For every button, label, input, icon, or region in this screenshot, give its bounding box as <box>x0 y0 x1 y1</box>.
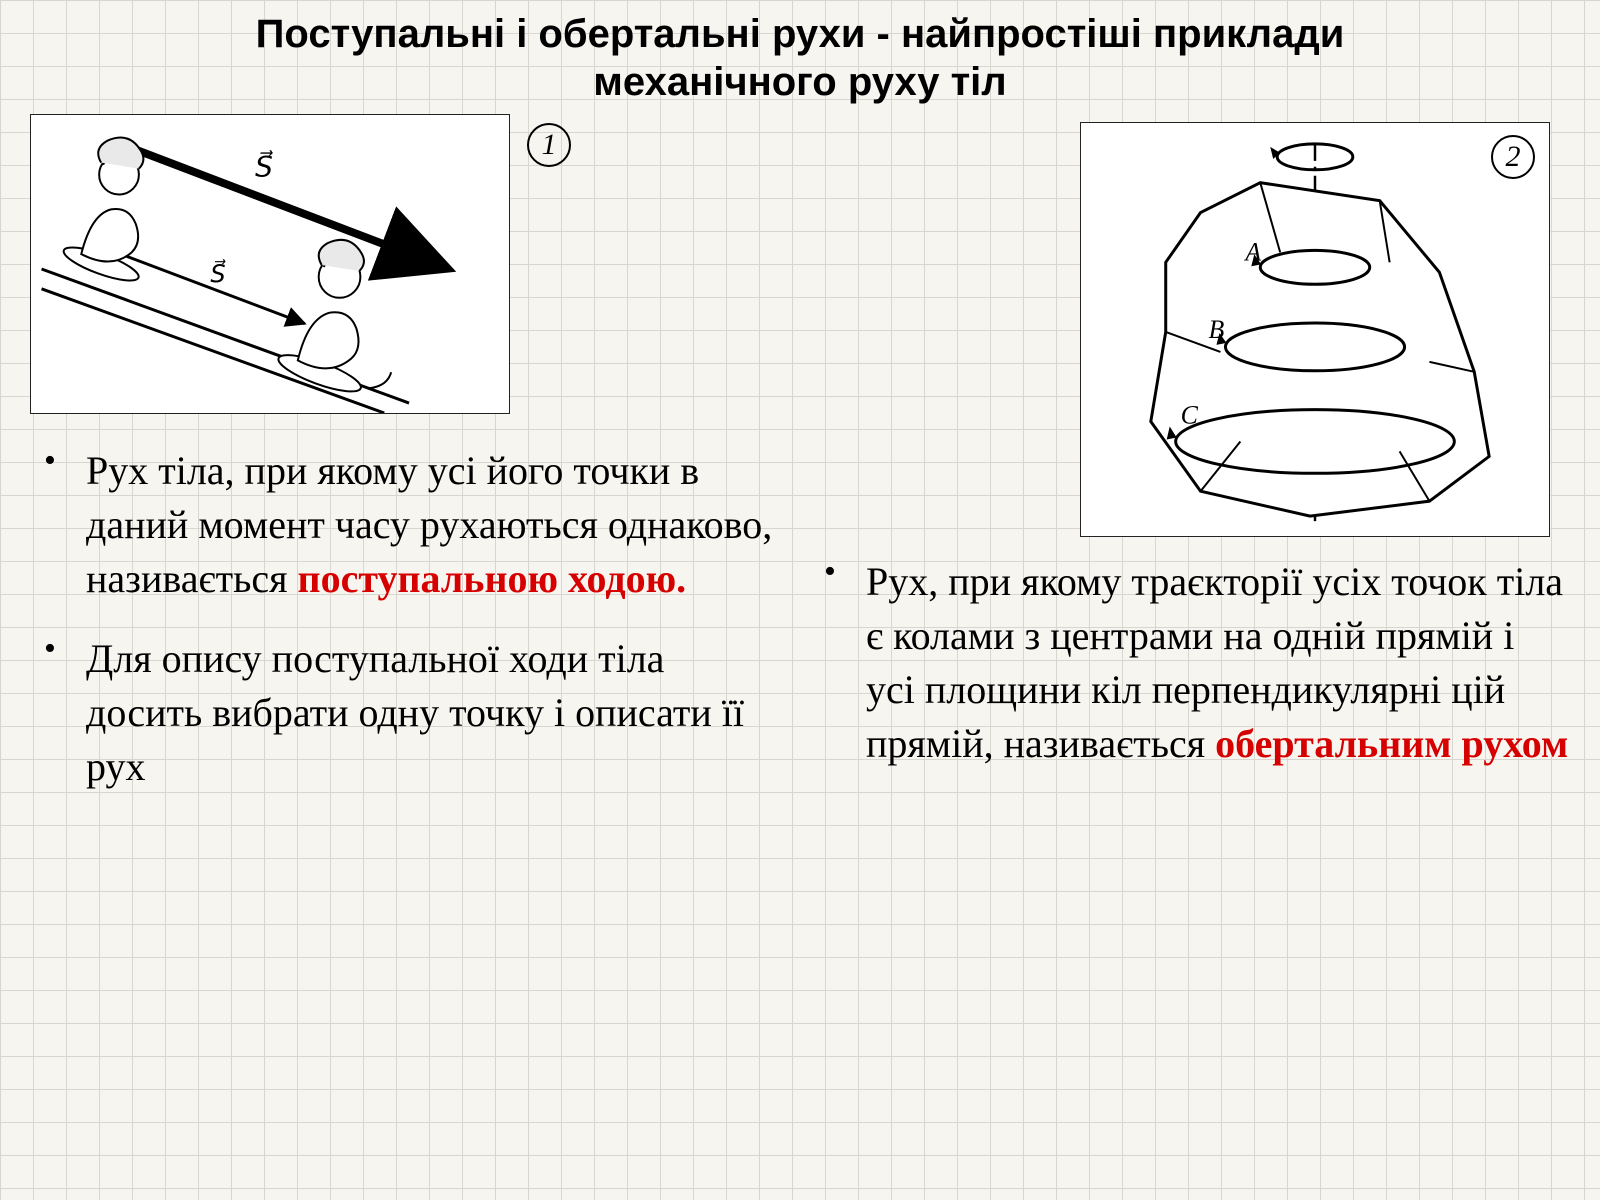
figure-2-box: 2 <box>1080 122 1550 537</box>
left-column: 1 <box>30 114 790 820</box>
left-bullet-1-term: поступальною ходою. <box>298 556 687 601</box>
slide-title: Поступальні і обертальні рухи - найпрост… <box>69 10 1532 106</box>
figure-1-svg: S⃗ S⃗ <box>31 115 509 413</box>
slide-page: Поступальні і обертальні рухи - найпрост… <box>0 0 1600 1200</box>
figure-2-number: 2 <box>1506 140 1521 174</box>
vector-s-bottom-label: S⃗ <box>210 259 226 288</box>
right-bullet-1: Рух, при якому траєкторії усіх точок тіл… <box>818 555 1570 771</box>
figure-2-svg: A B C <box>1081 123 1549 536</box>
circle-b-label: B <box>1209 315 1225 344</box>
title-line-2: механічного руху тіл <box>593 60 1006 104</box>
figure-1-badge: 1 <box>527 123 571 167</box>
right-bullet-list: Рух, при якому траєкторії усіх точок тіл… <box>810 555 1570 771</box>
circle-a-label: A <box>1243 237 1261 266</box>
title-line-1: Поступальні і обертальні рухи - найпрост… <box>256 12 1345 56</box>
vector-s-top-label: S⃗ <box>255 150 274 184</box>
left-bullet-2-pre: Для опису поступальної ходи тіла досить … <box>86 636 744 789</box>
figure-1-box: 1 <box>30 114 510 414</box>
right-bullet-1-term: обертальним рухом <box>1215 721 1568 766</box>
circle-c-label: C <box>1181 401 1199 430</box>
left-bullet-2: Для опису поступальної ходи тіла досить … <box>38 632 790 794</box>
figure-1-number: 1 <box>542 128 557 162</box>
left-bullet-1: Рух тіла, при якому усі його точки в дан… <box>38 444 790 606</box>
left-bullet-list: Рух тіла, при якому усі його точки в дан… <box>30 444 790 794</box>
right-column: 2 <box>810 114 1570 820</box>
two-column-layout: 1 <box>30 114 1570 820</box>
figure-2-badge: 2 <box>1491 135 1535 179</box>
